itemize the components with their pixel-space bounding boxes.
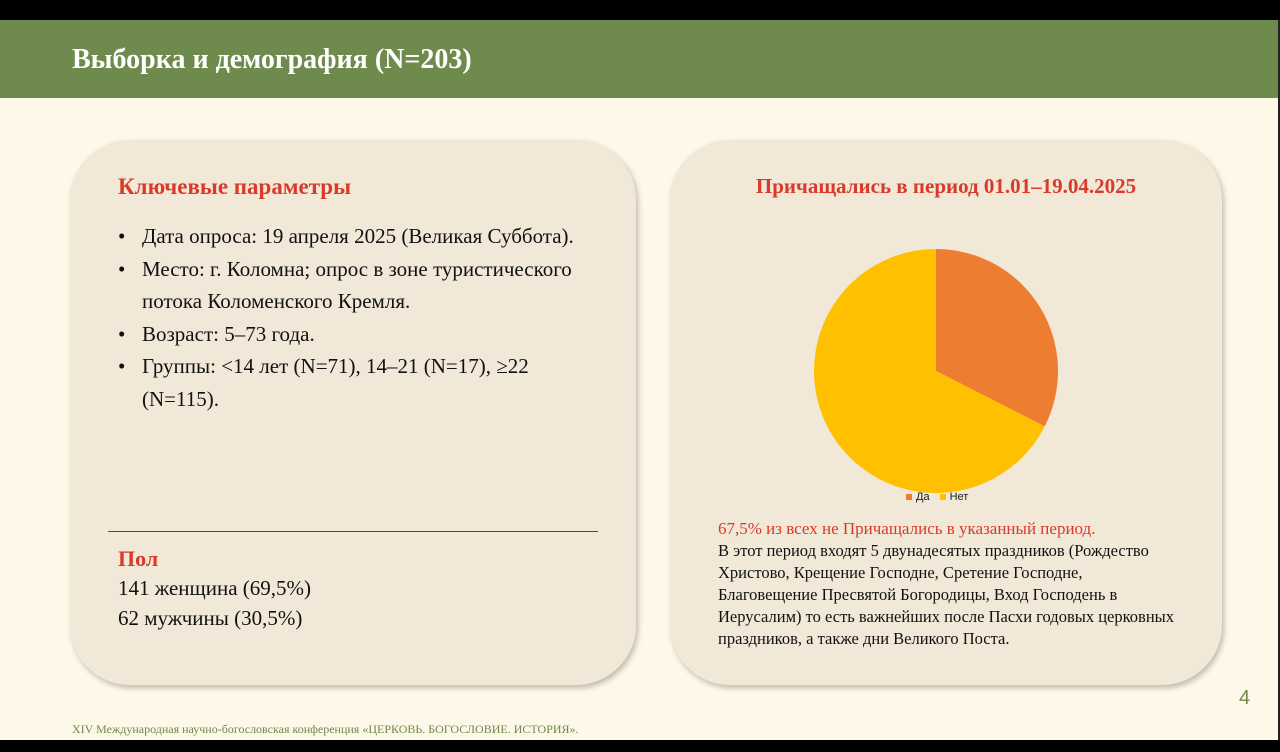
conference-footer: XIV Международная научно-богословская ко… [72,722,579,736]
slide: Выборка и демография (N=203) Ключевые па… [0,20,1278,740]
bullet-icon: • [118,224,126,248]
list-item: • Место: г. Коломна; опрос в зоне туристи… [118,253,588,318]
right-edge [1278,20,1280,740]
bullet-text: Возраст: 5–73 года. [142,321,315,346]
list-item: • Группы: <14 лет (N=71), 14–21 (N=17), ≥… [118,350,588,415]
legend-label: Нет [949,491,969,503]
section-divider [108,531,598,532]
gender-male-line: 62 мужчины (30,5%) [118,606,303,630]
list-item: • Дата опроса: 19 апреля 2025 (Великая Су… [118,220,588,253]
legend-swatch [906,494,912,500]
bullet-text: Место: г. Коломна; опрос в зоне туристич… [142,256,572,314]
page-number: 4 [1239,687,1251,709]
list-item: • Возраст: 5–73 года. [118,318,588,351]
top-bar [0,0,1280,20]
gender-heading: Пол [118,546,159,571]
communion-card: Причащались в период 01.01–19.04.2025 Да… [670,140,1222,685]
communion-explanation: В этот период входят 5 двунадесятых праз… [718,541,1174,648]
gender-female-line: 141 женщина (69,5%) [118,576,311,600]
bottom-bar [0,740,1280,752]
bullet-text: Группы: <14 лет (N=71), 14–21 (N=17), ≥2… [142,354,529,411]
legend-item: Нет [939,491,969,503]
legend-swatch [939,494,946,500]
chart-title: Причащались в период 01.01–19.04.2025 [755,174,1137,198]
pie-chart [814,249,1058,493]
key-params-list: • Дата опроса: 19 апреля 2025 (Великая Су… [118,220,588,415]
key-params-card: Ключевые параметры • Дата опроса: 19 апре… [70,140,636,685]
pie-slice-no [814,249,1045,493]
legend-label: Да [916,491,930,503]
bullet-icon: • [118,256,126,281]
legend-item: Да [906,491,930,503]
key-params-heading: Ключевые параметры [118,174,352,199]
bullet-text: Дата опроса: 19 апреля 2025 (Великая Суб… [142,224,574,248]
slide-title: Выборка и демография (N=203) [72,44,472,75]
communion-highlight: 67,5% из всех не Причащались в указанный… [718,519,1096,538]
pie-slice-yes [936,249,1058,427]
bullet-icon: • [118,321,126,346]
chart-legend: Да Нет [906,491,968,503]
bullet-icon: • [118,354,126,378]
header-band: Выборка и демография (N=203) [0,20,1278,98]
